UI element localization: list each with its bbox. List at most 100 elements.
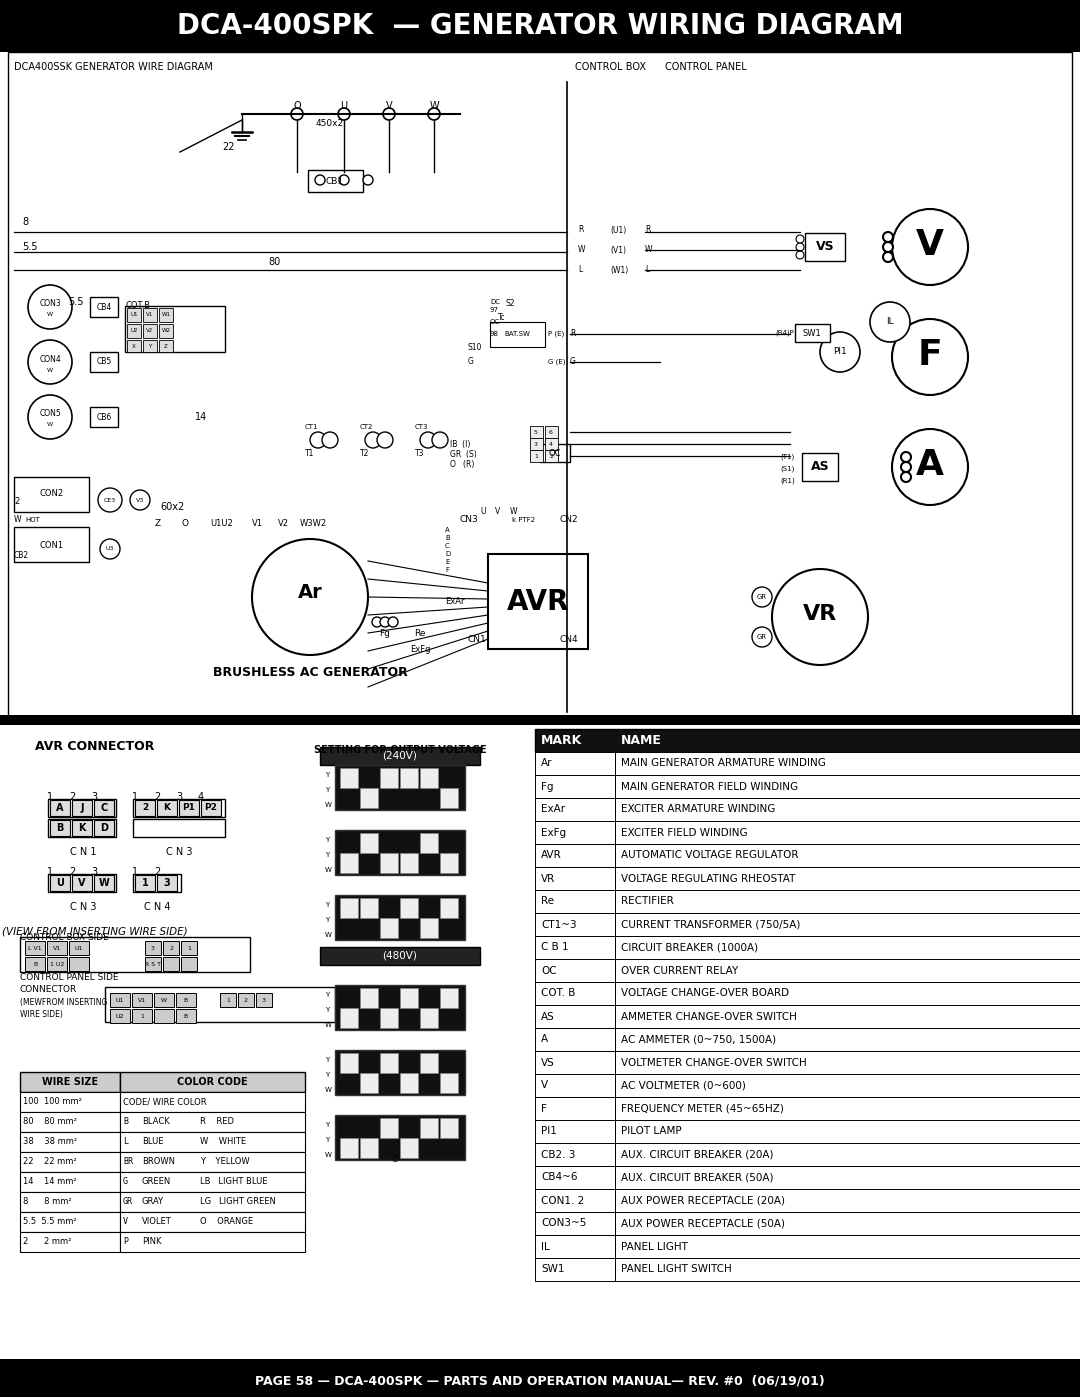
Bar [21,1132,120,1153]
Text: CIRCUIT BREAKER (1000A): CIRCUIT BREAKER (1000A) [621,943,758,953]
Text: 2: 2 [244,997,248,1003]
Text: CB1: CB1 [326,176,345,186]
Circle shape [98,488,122,511]
Bar [535,1166,615,1189]
Text: 3: 3 [534,441,538,447]
Text: (U1): (U1) [610,225,626,235]
Bar [238,993,254,1007]
Text: COT.B: COT.B [125,302,150,310]
Text: O: O [293,101,301,110]
Bar [420,768,438,788]
Text: U: U [480,507,486,517]
Text: PINK: PINK [141,1238,162,1246]
Text: AVR: AVR [507,588,569,616]
Text: LG   LIGHT GREEN: LG LIGHT GREEN [200,1197,275,1207]
Circle shape [315,175,325,184]
Bar [72,875,92,891]
Text: ExAr: ExAr [445,598,464,606]
Text: (480V): (480V) [382,951,418,961]
Text: U1: U1 [131,313,138,317]
Text: B: B [445,535,449,541]
Text: G: G [123,1178,129,1186]
Bar [535,868,615,890]
Text: C B 1: C B 1 [541,943,569,953]
Text: WIRE SIDE): WIRE SIDE) [21,1010,63,1018]
Circle shape [338,108,350,120]
Text: CN4: CN4 [561,634,579,644]
Text: IB  (I): IB (I) [450,440,471,448]
Text: F: F [541,1104,546,1113]
Text: CON1: CON1 [40,541,64,549]
Bar [320,947,480,965]
Bar [420,1118,438,1139]
Bar [90,298,118,317]
Text: OC: OC [549,448,562,457]
Text: GR: GR [757,634,767,640]
Bar [535,1097,615,1120]
Bar [615,914,1080,936]
Text: C N 3: C N 3 [165,847,192,856]
Text: CB5: CB5 [96,358,111,366]
Text: R: R [578,225,583,235]
Bar [535,982,615,1004]
Text: W: W [578,246,585,254]
Text: CN1: CN1 [468,634,487,644]
Bar [615,752,1080,775]
Text: CODE/ WIRE COLOR: CODE/ WIRE COLOR [123,1098,206,1106]
Bar [400,1073,418,1092]
Text: U1: U1 [75,946,83,950]
Text: 2      2 mm²: 2 2 mm² [23,1238,71,1246]
Bar [120,1112,305,1132]
Bar [220,993,237,1007]
Text: V: V [386,101,392,110]
Text: V: V [541,1080,549,1091]
Text: VOLTAGE REGULATING RHEOSTAT: VOLTAGE REGULATING RHEOSTAT [621,873,795,883]
Circle shape [796,235,804,243]
Circle shape [291,108,303,120]
Bar [154,993,174,1007]
Bar [340,898,357,918]
Bar [615,844,1080,868]
Text: 8      8 mm²: 8 8 mm² [23,1197,71,1207]
Text: 3: 3 [176,792,183,802]
Bar [615,1028,1080,1051]
Text: 38    38 mm²: 38 38 mm² [23,1137,77,1147]
Bar [360,833,378,854]
Bar [154,1009,174,1023]
Bar [400,898,418,918]
Bar [8,52,1072,717]
Text: W: W [98,877,109,888]
Bar [535,1213,615,1235]
Text: 2: 2 [69,868,76,877]
Text: CB6: CB6 [96,412,111,422]
Bar [21,1071,120,1092]
Text: W3W2: W3W2 [300,520,327,528]
Text: R: R [645,225,650,235]
Bar [805,233,845,261]
Bar [176,993,195,1007]
Bar [795,324,831,342]
Text: W: W [46,367,53,373]
Text: W: W [645,246,652,254]
Bar [380,768,399,788]
Text: G (E): G (E) [548,359,566,365]
Bar [143,307,157,321]
Circle shape [28,339,72,384]
Text: VIOLET: VIOLET [141,1218,172,1227]
Bar [143,339,157,352]
Bar [530,439,543,450]
Bar [21,1232,120,1252]
Circle shape [365,432,381,448]
Text: 3: 3 [91,868,97,877]
Bar [127,339,141,352]
Bar [615,890,1080,914]
Bar [120,1192,305,1213]
Text: CE3: CE3 [104,497,117,503]
Text: Y: Y [325,992,329,997]
Circle shape [892,429,968,504]
Text: ExFg: ExFg [409,644,430,654]
Text: 5.5: 5.5 [68,298,83,307]
Text: CON5: CON5 [39,409,60,419]
Bar [535,1259,615,1281]
Text: Y: Y [325,1071,329,1078]
